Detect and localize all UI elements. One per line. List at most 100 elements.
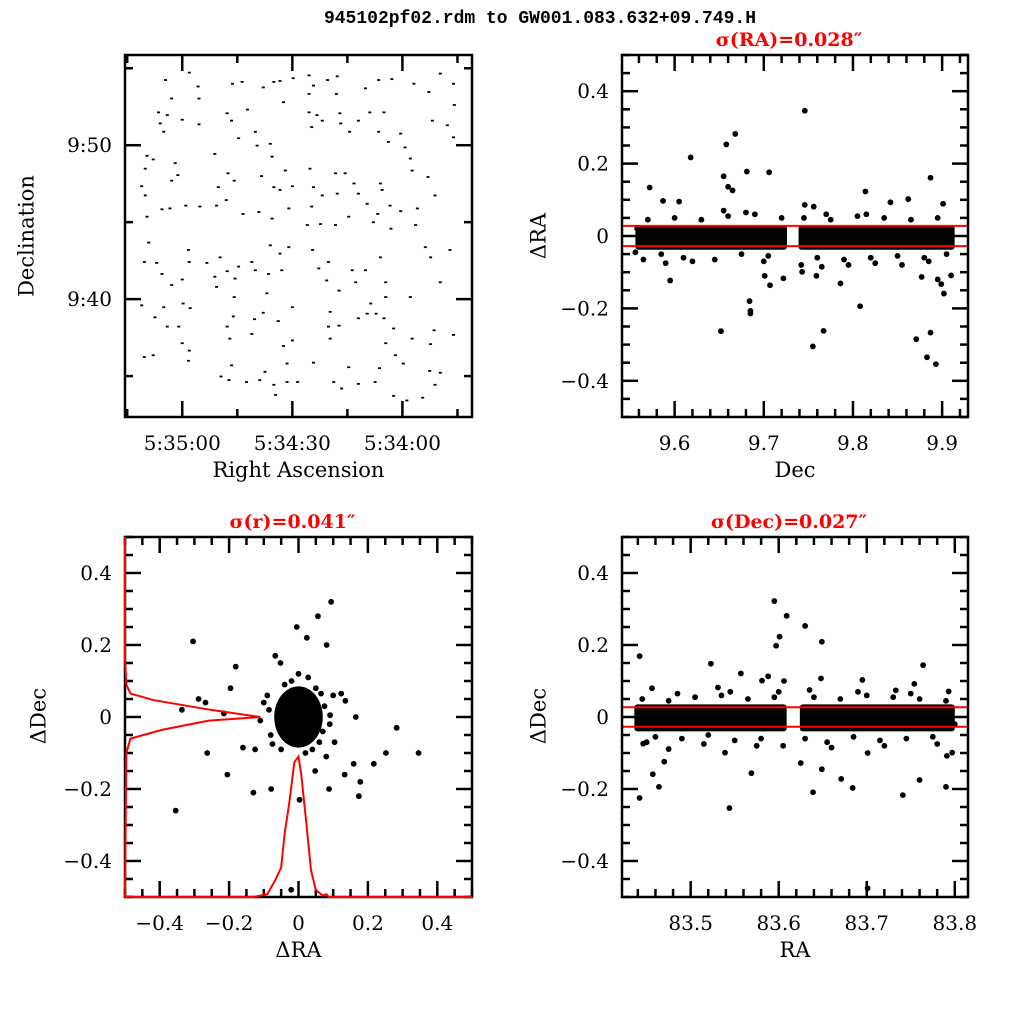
source-mark	[378, 367, 382, 370]
dra-histogram	[125, 754, 472, 898]
data-point	[646, 184, 653, 191]
data-point	[894, 253, 901, 259]
data-point	[881, 742, 888, 749]
data-point	[732, 131, 739, 137]
source-mark	[198, 205, 202, 208]
source-mark	[160, 208, 164, 211]
data-point	[780, 742, 787, 749]
x-tick-label: 5:35:00	[144, 431, 221, 455]
source-mark	[218, 256, 222, 259]
source-mark	[356, 192, 360, 195]
source-mark	[231, 315, 235, 318]
data-point	[640, 256, 647, 263]
data-point	[723, 141, 730, 148]
source-mark	[158, 122, 162, 125]
data-point	[315, 613, 321, 620]
data-point	[810, 789, 816, 796]
data-point	[911, 680, 918, 687]
data-point	[899, 262, 905, 268]
x-axis-title: ΔRA	[275, 938, 322, 962]
source-mark	[245, 108, 249, 111]
source-mark	[311, 249, 315, 251]
data-point	[338, 690, 345, 697]
source-mark	[225, 112, 229, 115]
source-mark	[393, 354, 397, 357]
source-mark	[369, 302, 373, 305]
source-mark	[232, 296, 236, 298]
data-point	[916, 696, 923, 702]
data-point	[934, 215, 941, 221]
data-point	[725, 213, 732, 219]
source-mark	[180, 342, 184, 345]
data-point	[949, 749, 956, 756]
source-mark	[307, 92, 311, 95]
data-point	[179, 706, 185, 713]
data-point	[892, 687, 899, 694]
source-mark	[433, 383, 437, 386]
source-mark	[326, 79, 330, 81]
source-mark	[414, 224, 418, 226]
source-mark	[343, 172, 347, 175]
data-point	[811, 694, 817, 701]
data-point	[309, 746, 316, 753]
data-point	[814, 254, 821, 261]
x-axis-title: Right Ascension	[213, 458, 385, 482]
source-mark	[296, 381, 300, 383]
source-mark	[240, 80, 244, 83]
data-point	[747, 310, 754, 317]
data-point	[913, 336, 920, 343]
data-point	[318, 690, 324, 697]
source-mark	[278, 189, 282, 191]
source-mark	[170, 179, 174, 182]
source-mark	[250, 333, 254, 335]
data-point	[676, 198, 682, 205]
data-point	[810, 203, 817, 210]
source-mark	[170, 284, 174, 286]
source-mark	[334, 92, 338, 95]
data-point	[296, 796, 303, 803]
sky-position-panel: 5:35:00 5:34:30 5:34:00 9:50 9:40 Right Ascen…	[15, 53, 474, 482]
data-point	[232, 663, 239, 670]
source-mark	[272, 80, 276, 83]
data-point	[288, 886, 295, 893]
data-point	[698, 216, 705, 223]
source-mark	[213, 275, 217, 278]
data-point	[357, 778, 364, 785]
data-point	[661, 758, 668, 765]
source-mark	[320, 119, 324, 122]
data-point	[639, 696, 646, 702]
source-mark	[143, 194, 147, 197]
source-mark	[164, 79, 168, 81]
source-mark	[308, 167, 312, 170]
source-mark	[438, 371, 442, 374]
source-mark	[291, 77, 295, 80]
source-mark	[186, 249, 190, 251]
source-mark	[197, 97, 201, 100]
data-point	[305, 674, 312, 681]
data-point	[798, 262, 805, 268]
x-tick-label: 83.5	[668, 911, 713, 935]
source-mark	[255, 144, 259, 147]
source-mark	[423, 246, 427, 249]
data-point	[326, 786, 332, 792]
y-tick-label: 9:40	[67, 287, 112, 311]
source-mark	[452, 104, 456, 106]
data-point	[849, 785, 856, 791]
data-point	[924, 354, 930, 361]
data-point	[943, 251, 950, 257]
source-mark	[311, 84, 315, 87]
source-mark	[151, 354, 155, 357]
data-point	[281, 681, 288, 688]
source-mark	[261, 86, 265, 89]
data-point	[760, 258, 767, 265]
source-mark	[307, 111, 311, 114]
source-mark	[140, 185, 144, 188]
source-mark	[197, 123, 201, 126]
source-mark	[382, 317, 386, 320]
source-mark	[388, 204, 392, 207]
data-point	[665, 746, 672, 752]
data-point	[720, 207, 727, 214]
source-mark	[384, 281, 388, 284]
data-point	[824, 739, 831, 746]
